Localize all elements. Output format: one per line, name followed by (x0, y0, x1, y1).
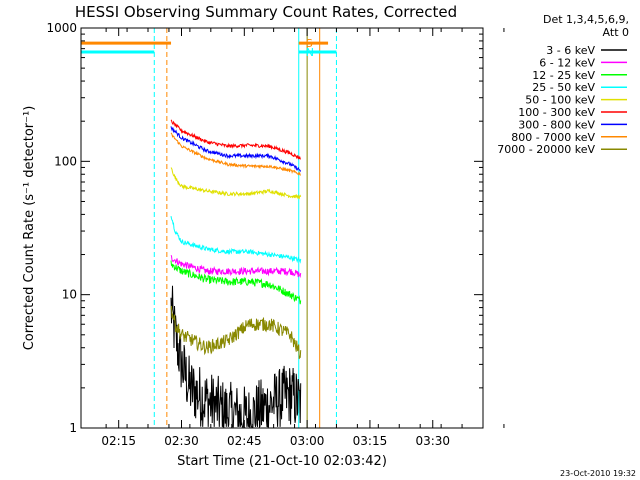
series-line (170, 132, 302, 176)
legend-label: 50 - 100 keV (525, 94, 595, 107)
series-line (170, 126, 302, 173)
footer-timestamp: 23-Oct-2010 19:32 (560, 469, 636, 478)
legend-label: 100 - 300 keV (518, 106, 595, 119)
legend-label: 12 - 25 keV (532, 69, 595, 82)
series-line (170, 167, 302, 200)
y-tick-label: 100 (54, 154, 77, 168)
chart-title: HESSI Observing Summary Count Rates, Cor… (75, 3, 457, 21)
series-line (170, 255, 302, 279)
x-tick-label: 03:30 (415, 434, 450, 448)
x-axis-label: Start Time (21-Oct-10 02:03:42) (177, 454, 387, 469)
y-tick-label: 10 (62, 288, 77, 302)
plot-frame (80, 27, 484, 429)
series-line (170, 119, 302, 160)
series-line (170, 285, 302, 429)
vertical-markers: SN (80, 28, 337, 428)
y-tick-label: 1 (69, 421, 77, 435)
x-tick-label: 02:30 (164, 434, 199, 448)
legend-label: 6 - 12 keV (539, 56, 595, 69)
legend-label: 7000 - 20000 keV (497, 143, 595, 156)
x-tick-label: 03:00 (290, 434, 325, 448)
series-lines (170, 119, 302, 429)
y-tick-label: 1000 (46, 21, 77, 35)
legend-label: 25 - 50 keV (532, 81, 595, 94)
x-tick-label: 03:15 (353, 434, 388, 448)
flag-label: S (306, 37, 313, 50)
y-axis-label: Corrected Count Rate (s⁻¹ detector⁻¹) (22, 106, 37, 351)
legend-header-line-2: Att 0 (603, 26, 629, 39)
y-axis-ticks: 1 10 100 1000 (46, 21, 483, 435)
flag-label: N (306, 46, 314, 59)
legend-label: 3 - 6 keV (546, 44, 595, 57)
x-axis-ticks: 02:15 02:30 02:45 03:00 03:15 03:30 (101, 28, 505, 448)
series-line (170, 216, 302, 264)
x-tick-label: 02:15 (101, 434, 136, 448)
legend-label: 300 - 800 keV (518, 118, 595, 131)
series-line (170, 260, 302, 305)
series-line (170, 305, 302, 360)
legend-header-line-1: Det 1,3,4,5,6,9, (543, 13, 629, 26)
x-tick-label: 02:45 (227, 434, 262, 448)
legend-label: 800 - 7000 keV (511, 131, 595, 144)
